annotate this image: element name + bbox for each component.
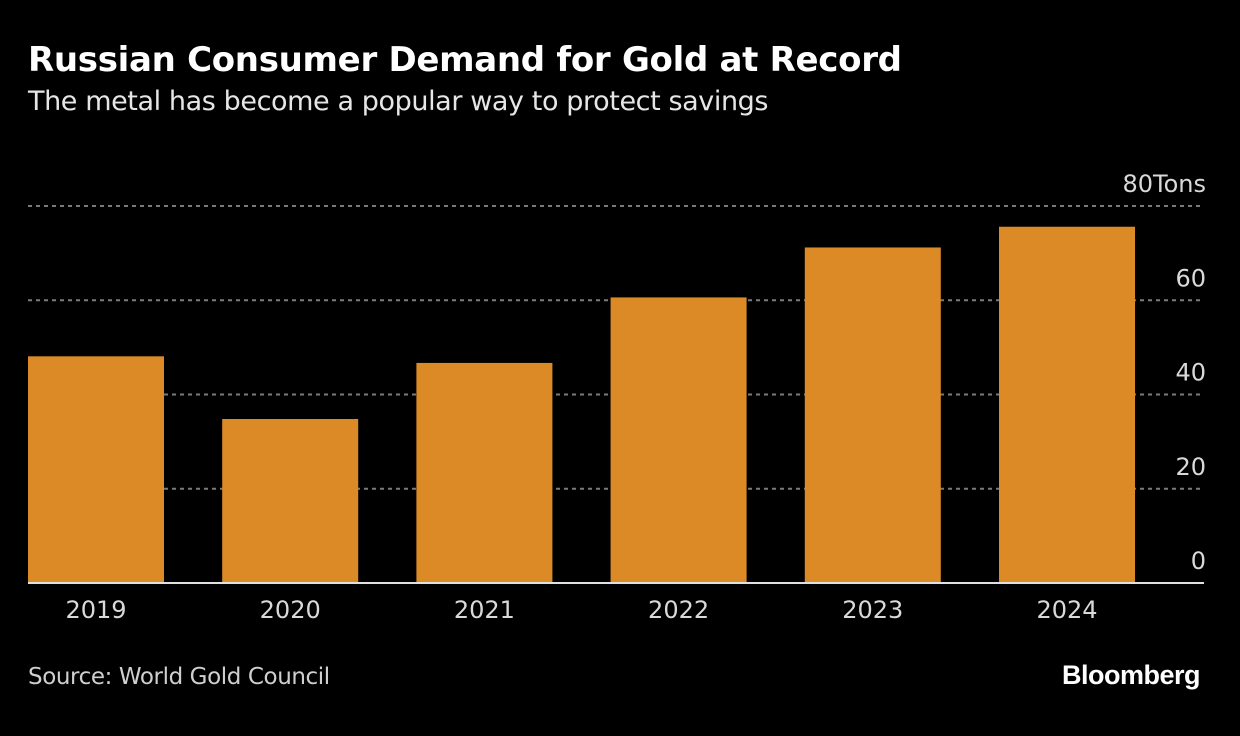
x-tick-label: 2023 xyxy=(842,596,903,624)
bars xyxy=(28,226,1135,584)
chart-title: Russian Consumer Demand for Gold at Reco… xyxy=(28,40,902,80)
bar-2023 xyxy=(804,247,941,583)
bar-2020 xyxy=(222,419,359,583)
y-tick-label: 40 xyxy=(1175,359,1206,387)
chart-subtitle: The metal has become a popular way to pr… xyxy=(28,86,769,117)
source-note: Source: World Gold Council xyxy=(28,664,330,690)
x-axis-ticks: 2019 2020 2021 2022 2023 2024 xyxy=(65,596,1097,624)
y-axis-ticks: 0 20 40 60 80Tons xyxy=(1122,170,1206,575)
x-tick-label: 2019 xyxy=(65,596,126,624)
y-tick-label: 60 xyxy=(1175,264,1206,292)
x-tick-label: 2020 xyxy=(260,596,321,624)
bar-2024 xyxy=(999,226,1135,584)
y-tick-label: 80Tons xyxy=(1122,170,1206,198)
x-tick-label: 2024 xyxy=(1036,596,1097,624)
bar-2022 xyxy=(610,297,747,583)
y-tick-label: 20 xyxy=(1175,453,1206,481)
bloomberg-logo: Bloomberg xyxy=(1061,660,1201,690)
bar-2019 xyxy=(28,356,164,583)
x-tick-label: 2022 xyxy=(648,596,709,624)
bar-2021 xyxy=(416,362,553,583)
x-tick-label: 2021 xyxy=(454,596,515,624)
y-tick-label: 0 xyxy=(1191,547,1206,575)
